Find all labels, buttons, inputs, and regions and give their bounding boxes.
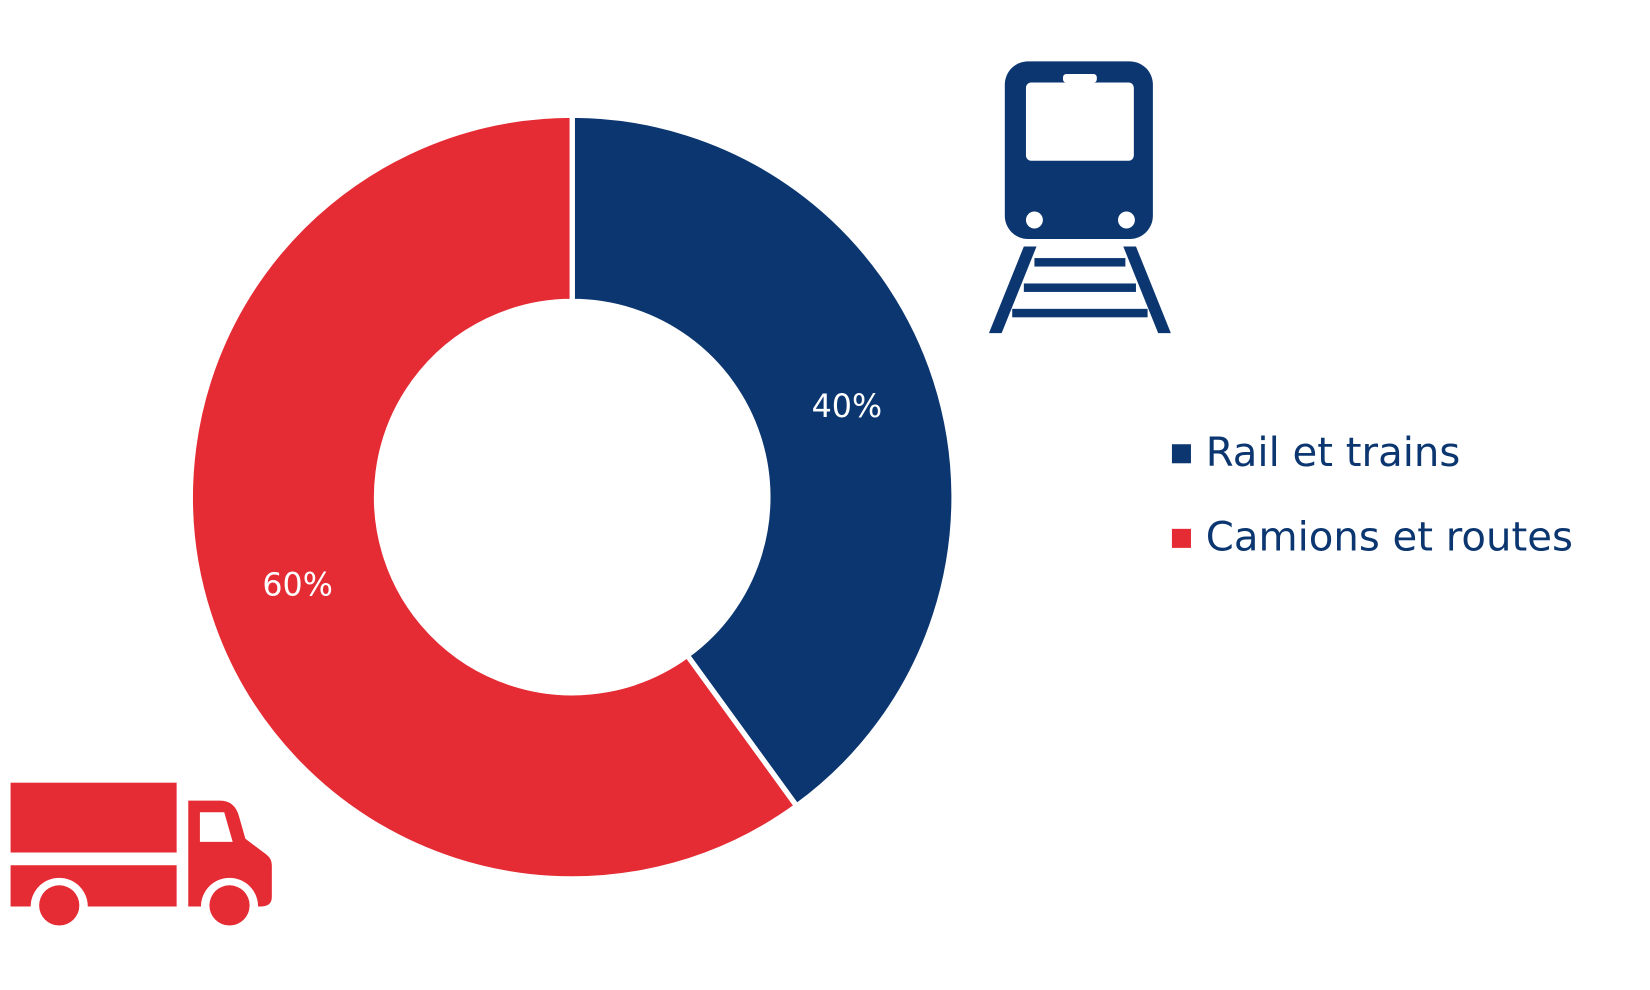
donut-slice bbox=[187, 112, 801, 882]
legend-label: Rail et trains bbox=[1206, 430, 1461, 476]
legend-swatch bbox=[1171, 444, 1191, 464]
donut-slice bbox=[569, 112, 957, 810]
train-icon bbox=[988, 61, 1171, 334]
truck-icon bbox=[10, 782, 272, 926]
data-label: 40% bbox=[812, 389, 883, 425]
legend-label: Camions et routes bbox=[1206, 514, 1573, 560]
data-label: 60% bbox=[262, 567, 333, 603]
legend-swatch bbox=[1171, 528, 1191, 548]
